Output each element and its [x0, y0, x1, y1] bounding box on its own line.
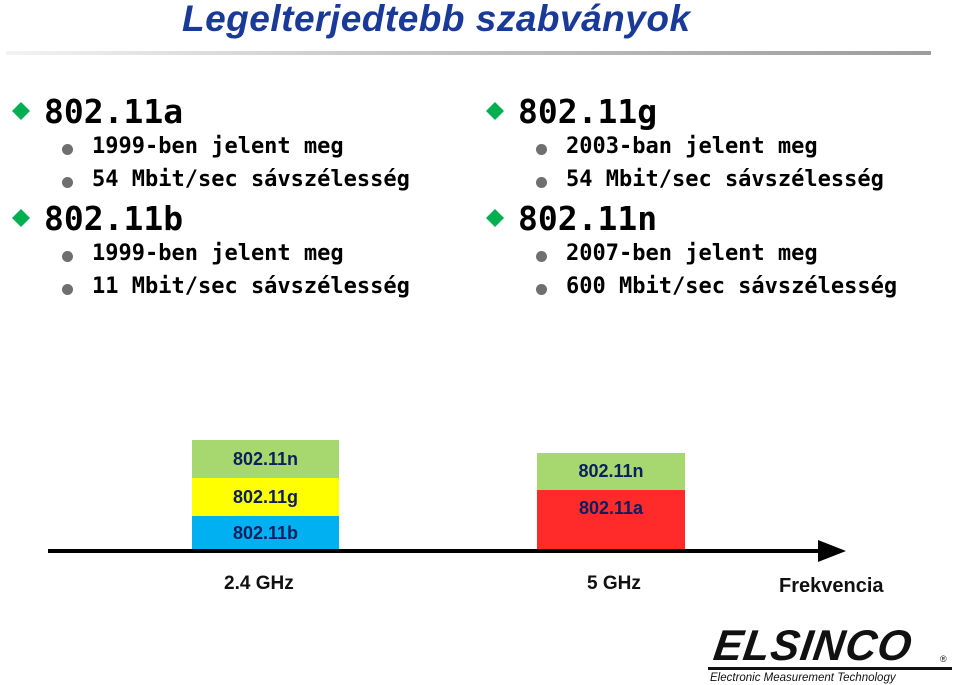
logo-underline — [708, 667, 952, 670]
band-5-label: 5 GHz — [587, 573, 641, 594]
band-box-label: 802.11b — [232, 523, 299, 543]
green-diamond-icon — [486, 209, 504, 227]
bullet-dot-icon — [62, 284, 73, 295]
bullet-dot-icon — [62, 251, 73, 262]
green-diamond-icon — [12, 102, 30, 120]
band-box-label: 802.11g — [232, 486, 299, 507]
registered-mark: ® — [940, 654, 947, 664]
band-24-label: 2.4 GHz — [224, 573, 294, 594]
band-5-box-11a: 802.11a — [537, 490, 685, 551]
list-item-text: 1999-ben jelent meg — [92, 241, 344, 266]
bullet-dot-icon — [536, 177, 547, 188]
logo-wordmark: ELSINCO — [710, 622, 916, 670]
standard-name: 802.11g — [518, 92, 658, 131]
bullet-dot-icon — [62, 144, 73, 155]
frequency-diagram: 802.11n 802.11g 802.11b 802.11n 802.11a … — [0, 430, 960, 610]
bullet-dot-icon — [62, 177, 73, 188]
bullet-dot-icon — [536, 144, 547, 155]
band-24-box-11b: 802.11b — [192, 516, 339, 551]
band-5-box-11n: 802.11n — [537, 453, 685, 490]
bullet-dot-icon — [536, 284, 547, 295]
list-item-text: 600 Mbit/sec sávszélesség — [566, 274, 898, 299]
logo-tagline: Electronic Measurement Technology — [710, 672, 896, 684]
band-24-box-11n: 802.11n — [192, 440, 339, 478]
bullet-dot-icon — [536, 251, 547, 262]
standard-name: 802.11a — [44, 92, 184, 131]
title-divider — [6, 51, 931, 55]
page-title: Legelterjedtebb szabványok — [182, 0, 691, 39]
list-item-text: 2003-ban jelent meg — [566, 134, 818, 159]
list-item-text: 2007-ben jelent meg — [566, 241, 818, 266]
frequency-axis — [48, 549, 823, 553]
axis-arrow-icon — [818, 540, 846, 562]
green-diamond-icon — [12, 209, 30, 227]
list-item-text: 11 Mbit/sec sávszélesség — [92, 274, 410, 299]
list-item-text: 54 Mbit/sec sávszélesség — [566, 167, 884, 192]
band-box-label: 802.11n — [578, 461, 644, 481]
band-box-label: 802.11a — [578, 498, 644, 518]
list-item-text: 54 Mbit/sec sávszélesség — [92, 167, 410, 192]
green-diamond-icon — [486, 102, 504, 120]
list-item-text: 1999-ben jelent meg — [92, 134, 344, 159]
band-box-label: 802.11n — [232, 448, 299, 469]
standard-name: 802.11n — [518, 199, 658, 238]
elsinco-logo: ELSINCO ® Electronic Measurement Technol… — [700, 622, 955, 685]
axis-title: Frekvencia — [779, 575, 884, 597]
band-24-box-11g: 802.11g — [192, 478, 339, 516]
standard-name: 802.11b — [44, 199, 184, 238]
